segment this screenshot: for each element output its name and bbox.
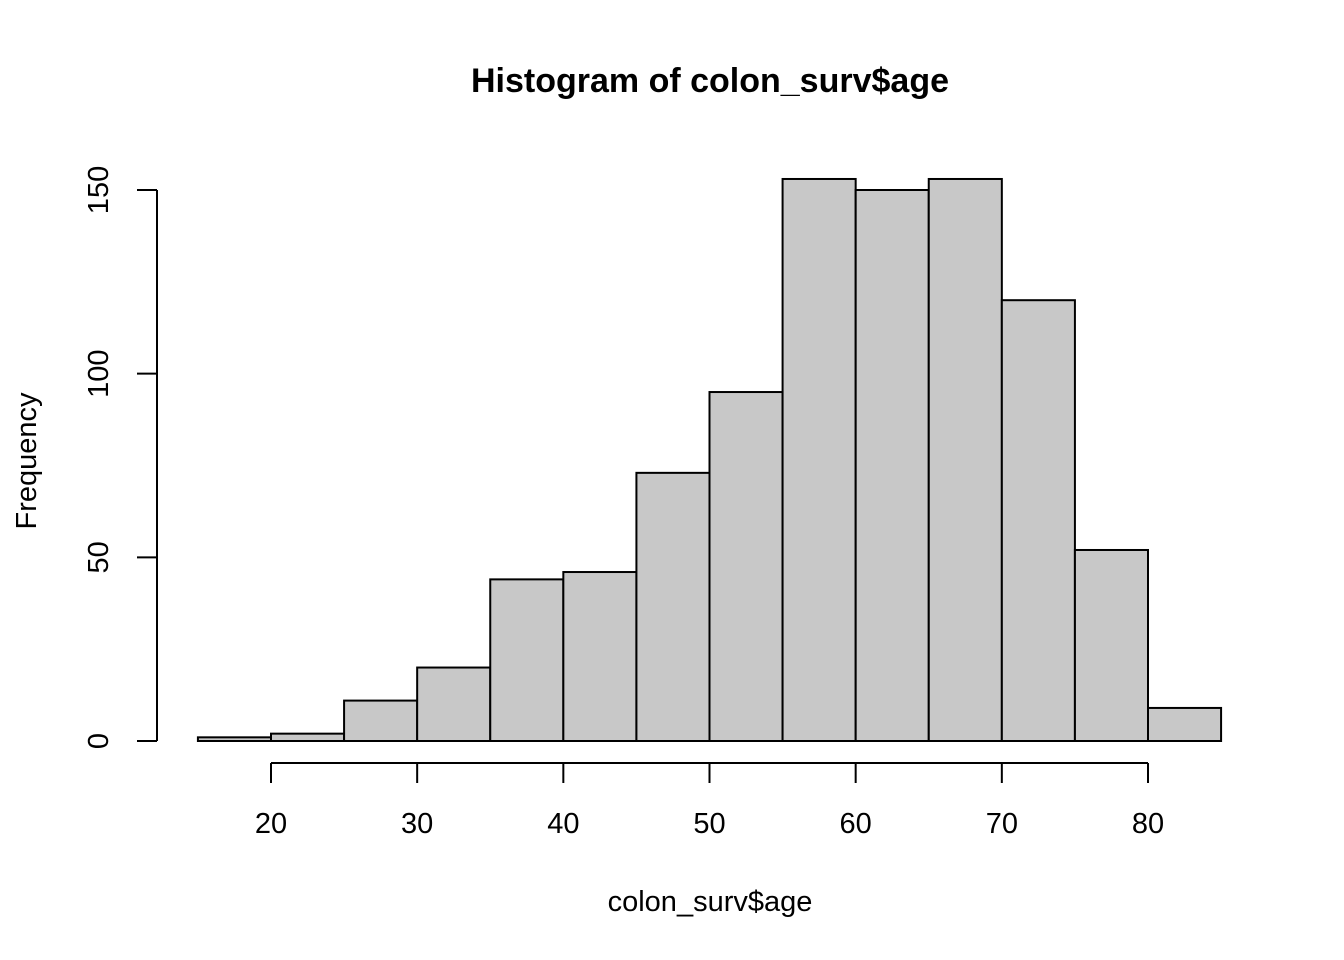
- histogram-bar-15-20: [196, 736, 273, 742]
- histogram-bar-25-30: [343, 699, 419, 742]
- chart-title: Histogram of colon_surv$age: [471, 62, 949, 100]
- histogram-bar-70-75: [1000, 299, 1076, 742]
- histogram-bar-60-65: [854, 189, 930, 742]
- histogram-bar-35-40: [489, 578, 565, 743]
- histogram-bar-30-35: [416, 666, 492, 742]
- x-tick-label-40: 40: [547, 808, 579, 840]
- histogram-bar-65-70: [927, 177, 1003, 743]
- histogram-bar-55-60: [781, 177, 857, 743]
- y-axis-label: Frequency: [11, 392, 43, 530]
- y-tick-label-0: 0: [83, 733, 115, 749]
- histogram-bar-40-45: [562, 571, 638, 742]
- bars-group: [196, 177, 1223, 743]
- x-tick-label-50: 50: [693, 808, 725, 840]
- histogram-bar-75-80: [1073, 548, 1149, 743]
- x-tick-label-20: 20: [255, 808, 287, 840]
- y-tick-label-100: 100: [83, 349, 115, 397]
- x-tick-label-30: 30: [401, 808, 433, 840]
- histogram-bar-50-55: [708, 391, 784, 742]
- x-tick-label-80: 80: [1132, 808, 1164, 840]
- x-tick-label-70: 70: [986, 808, 1018, 840]
- histogram-bar-20-25: [270, 732, 346, 742]
- x-tick-label-60: 60: [840, 808, 872, 840]
- x-axis-label: colon_surv$age: [608, 886, 813, 918]
- y-axis: 0 50 100 150: [83, 166, 158, 749]
- x-axis: 20 30 40 50 60 70 80: [255, 762, 1164, 840]
- histogram-bar-45-50: [635, 471, 711, 742]
- y-tick-label-150: 150: [83, 166, 115, 214]
- histogram-bar-80-85: [1147, 706, 1223, 743]
- y-tick-label-50: 50: [83, 541, 115, 573]
